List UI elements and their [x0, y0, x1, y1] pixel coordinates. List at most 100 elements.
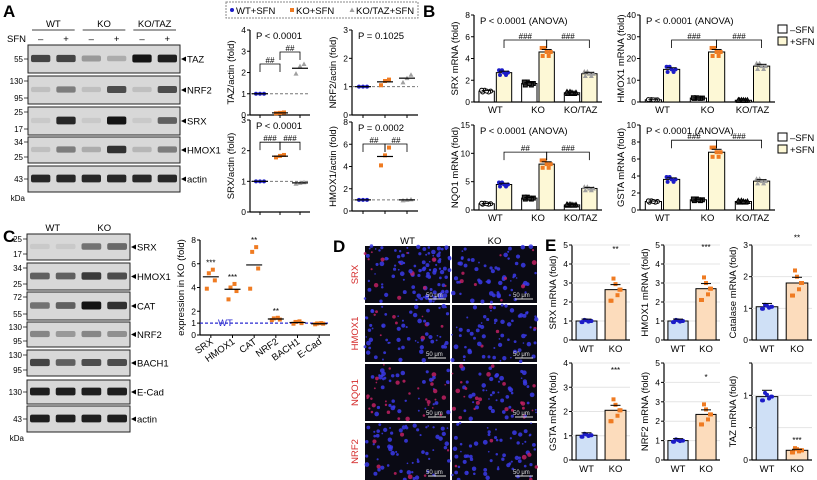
y-tick-label: 0	[655, 335, 660, 345]
p-value-annotation: P < 0.0001 (ANOVA)	[646, 126, 734, 137]
mw-marker: 95	[14, 94, 23, 103]
y-axis-label: SRX mRNA (fold)	[450, 22, 461, 96]
protein-band	[55, 243, 76, 250]
nucleus-signal	[486, 279, 491, 284]
data-point	[790, 450, 794, 455]
protein-band	[81, 243, 102, 250]
data-point	[671, 320, 675, 325]
scale-bar-label: 50 μm	[513, 470, 530, 476]
blot-row-label: SRX	[187, 117, 207, 128]
nucleus-signal	[364, 462, 370, 467]
nucleus-signal	[373, 434, 377, 438]
nucleus-signal	[396, 254, 401, 259]
protein-band	[81, 174, 101, 183]
nucleus-signal	[418, 252, 422, 256]
nucleus-signal	[481, 354, 486, 359]
data-point	[755, 66, 761, 71]
nucleus-signal	[518, 313, 524, 318]
x-category-label: KO/TAZ	[564, 105, 598, 116]
data-point	[228, 285, 233, 290]
p-value-annotation: P = 0.0002	[358, 123, 404, 134]
data-point	[618, 287, 623, 292]
nucleus-signal	[421, 450, 425, 454]
nucleus-signal	[370, 410, 374, 414]
nucleus-signal	[389, 427, 392, 429]
nucleus-signal	[451, 333, 453, 336]
nucleus-signal	[480, 344, 484, 348]
y-tick-label: 20	[627, 54, 637, 64]
data-point	[761, 66, 767, 71]
y-tick-label: 10	[627, 120, 637, 130]
nucleus-signal	[432, 300, 435, 303]
data-point	[293, 71, 299, 76]
x-category-label: WT	[671, 464, 686, 475]
nucleus-signal	[363, 345, 367, 349]
nucleus-signal	[487, 430, 491, 434]
significance-bracket	[716, 139, 762, 149]
nucleus-signal	[441, 283, 446, 288]
data-point	[759, 178, 765, 184]
nucleus-signal	[469, 454, 473, 459]
nucleus-signal	[397, 315, 399, 317]
nucleus-signal	[532, 384, 536, 388]
y-tick-label: 3	[241, 115, 246, 125]
nucleus-signal	[524, 334, 527, 337]
bar	[495, 72, 513, 103]
nucleus-signal	[406, 470, 412, 475]
nucleus-signal	[496, 292, 501, 298]
nucleus-signal	[529, 477, 533, 480]
nucleus-signal	[420, 338, 424, 342]
nucleus-signal	[434, 398, 437, 401]
bar	[667, 320, 689, 341]
mw-marker: 34	[14, 138, 23, 147]
micrograph: 50 μm	[363, 303, 450, 363]
nucleus-signal	[432, 403, 435, 406]
data-point	[613, 282, 618, 287]
data-point	[695, 197, 701, 203]
scale-bar-label: 50 μm	[426, 470, 443, 476]
y-axis-label: Catalase mRNA (fold)	[728, 247, 739, 339]
kda-unit-label: kDa	[10, 434, 25, 443]
data-point	[563, 88, 571, 95]
nucleus-signal	[405, 326, 408, 329]
nucleus-signal	[396, 337, 401, 342]
data-point	[589, 433, 594, 438]
nucleus-signal	[363, 252, 367, 255]
stain-label: HMOX1	[350, 317, 361, 351]
nucleus-signal	[462, 459, 467, 464]
data-point	[210, 267, 215, 272]
data-point	[539, 158, 544, 163]
nucleus-signal	[388, 379, 392, 383]
nucleus-signal	[391, 399, 395, 403]
y-tick-label: 3	[655, 278, 660, 288]
scale-bar-label: 50 μm	[426, 293, 443, 299]
blot-row-label: NRF2	[137, 330, 162, 341]
nucleus-signal	[466, 316, 469, 319]
nucleus-signal	[468, 444, 473, 448]
nucleus-signal	[494, 372, 500, 378]
nucleus-signal	[386, 464, 390, 467]
nucleus-signal	[489, 300, 493, 304]
significance-label: ###	[519, 32, 533, 41]
data-point	[484, 88, 490, 94]
data-point	[206, 271, 211, 276]
nucleus-signal	[489, 438, 494, 443]
data-point	[250, 249, 255, 254]
nucleus-signal	[368, 337, 374, 342]
nucleus-signal	[426, 308, 430, 313]
nucleus-signal	[477, 324, 482, 328]
nucleus-signal	[473, 472, 476, 476]
nucleus-signal	[512, 430, 517, 436]
bar	[604, 289, 627, 341]
significance-label: ###	[732, 132, 746, 141]
data-point	[297, 63, 303, 69]
nucleus-signal	[367, 287, 372, 292]
chart-e-gsta: 0 1 2 3 4 GSTA mRNA (fold) WT KO ***	[548, 358, 630, 475]
legend-entry: –SFN	[790, 133, 814, 144]
data-point	[548, 162, 553, 167]
y-tick-label: 0	[655, 455, 660, 465]
nucleus-signal	[509, 308, 515, 313]
data-point	[797, 449, 801, 454]
x-category-label: KO	[701, 105, 715, 116]
nucleus-signal	[429, 288, 433, 292]
